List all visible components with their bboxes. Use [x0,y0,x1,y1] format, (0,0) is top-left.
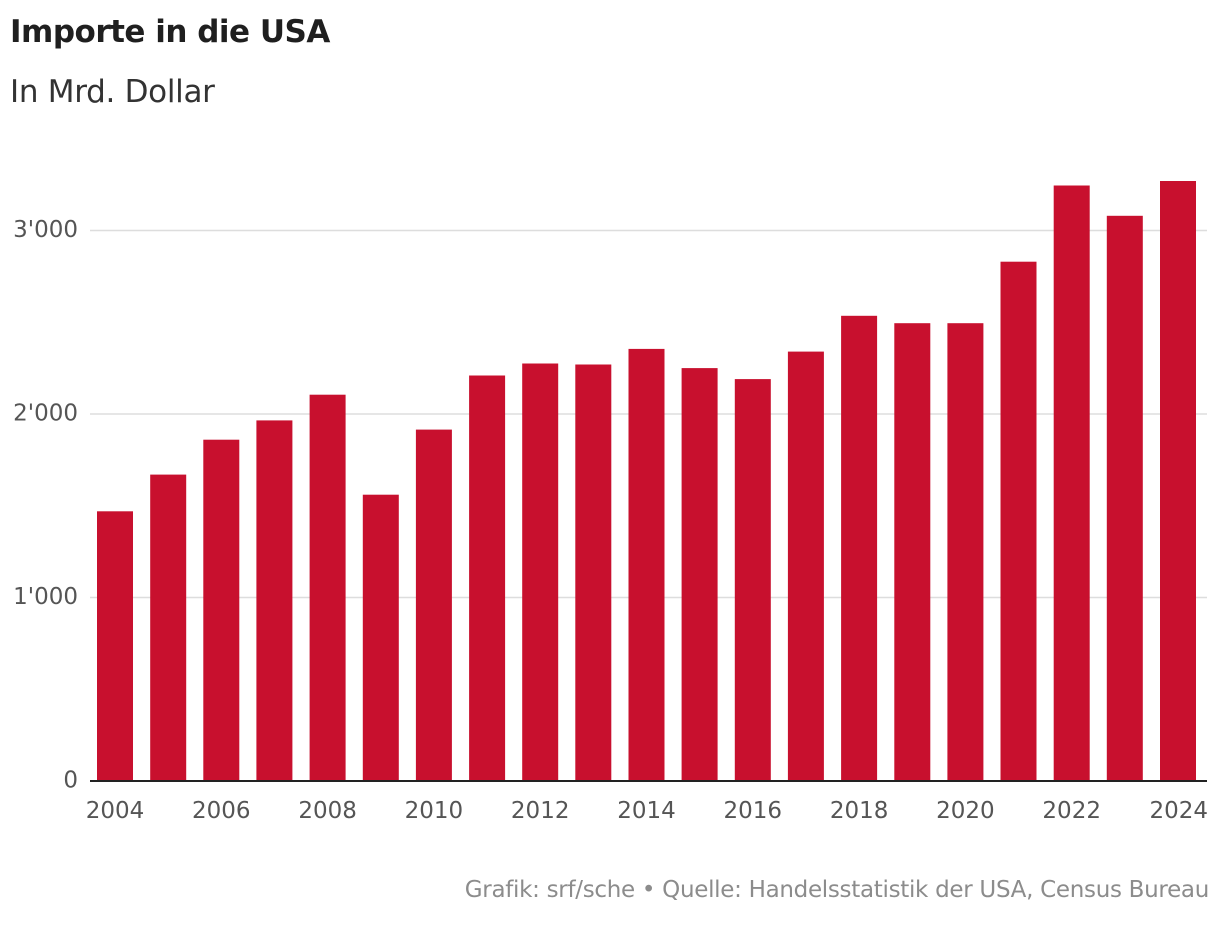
bar-2004 [97,511,133,781]
bar-2005 [150,474,187,781]
x-tick-label: 2016 [724,798,783,824]
bar-2021 [1000,261,1037,781]
bar-2013 [575,364,612,781]
x-tick-label: 2020 [936,798,995,824]
y-tick-label: 0 [63,768,78,794]
bar-2020 [947,323,984,781]
bar-2017 [787,351,824,781]
bar-2022 [1053,185,1090,781]
bar-2014 [628,348,665,781]
x-tick-label: 2008 [298,798,357,824]
bar-2023 [1106,215,1143,782]
y-tick-label: 2'000 [13,401,78,427]
bar-2016 [734,379,771,781]
y-axis-ticks: 0 1'000 2'000 3'000 [13,217,78,794]
x-tick-label: 2022 [1042,798,1101,824]
chart-title: Importe in die USA [10,14,330,50]
bar-2018 [841,315,878,781]
bars [97,181,1196,782]
bar-2007 [256,420,293,781]
chart-subtitle: In Mrd. Dollar [10,74,215,110]
bar-2024 [1160,181,1196,781]
source-note: Grafik: srf/sche • Quelle: Handelsstatis… [464,877,1210,903]
bar-2019 [894,323,931,781]
x-tick-label: 2018 [830,798,889,824]
x-tick-label: 2024 [1149,798,1208,824]
x-tick-label: 2010 [405,798,464,824]
bar-2011 [469,375,506,781]
bar-2012 [522,363,559,781]
bar-2006 [203,439,240,781]
x-axis-ticks: 2004 2006 2008 2010 2012 2014 2016 2018 2020 2022… [86,798,1208,824]
x-tick-label: 2014 [617,798,676,824]
y-tick-label: 1'000 [13,584,78,610]
bar-2010 [415,429,452,781]
x-tick-label: 2006 [192,798,251,824]
x-tick-label: 2004 [86,798,145,824]
bar-2008 [309,394,346,781]
bar-2009 [362,494,399,781]
bar-2015 [681,368,718,781]
x-tick-label: 2012 [511,798,570,824]
y-tick-label: 3'000 [13,217,78,243]
